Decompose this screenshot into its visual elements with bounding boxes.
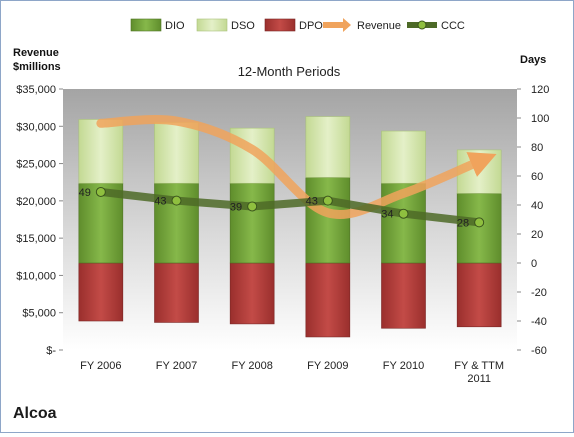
right-axis-tick-label: 0 [531, 258, 537, 270]
ccc-data-label: 49 [79, 187, 91, 199]
left-axis-title-line1: Revenue [13, 47, 59, 59]
legend-label-dso: DSO [231, 20, 255, 32]
category-label: 2011 [467, 373, 491, 385]
bar-dpo [78, 262, 124, 322]
category-label: FY 2008 [231, 360, 272, 372]
bar-dso [78, 119, 124, 184]
right-axis-tick-label: 120 [531, 84, 549, 96]
bar-dio [229, 182, 275, 264]
ccc-data-label: 43 [154, 196, 166, 208]
left-axis-tick-label: $25,000 [16, 159, 56, 171]
ccc-line [96, 187, 484, 227]
left-axis-tick-label: $10,000 [16, 270, 56, 282]
left-axis: $- $5,000 $10,000 $15,000 $20,000 $25,000 $30,… [16, 84, 63, 357]
bar-dpo [305, 262, 351, 338]
revenue-line [96, 115, 497, 219]
left-axis-tick-label: $15,000 [16, 233, 56, 245]
bars [78, 116, 502, 338]
bar-dpo [229, 262, 275, 325]
left-axis-tick-label: $20,000 [16, 196, 56, 208]
left-axis-tick-label: $- [46, 345, 56, 357]
legend: DIO DSO DPO Revenue CCC [130, 18, 465, 32]
right-axis-tick-label: -40 [531, 316, 547, 328]
bar-dso [154, 122, 199, 184]
right-axis-tick-label: 60 [531, 171, 543, 183]
category-label: FY 2007 [156, 360, 197, 372]
legend-label-revenue: Revenue [357, 20, 401, 32]
category-label: FY 2010 [383, 360, 424, 372]
right-axis-tick-label: 40 [531, 200, 543, 212]
ccc-data-label: 39 [230, 201, 242, 213]
ccc-point [95, 186, 106, 197]
chart-title: 12-Month Periods [238, 64, 341, 79]
ccc-data-label: 43 [306, 196, 318, 208]
ccc-point [322, 195, 333, 206]
legend-swatch-dio [130, 18, 162, 32]
revenue-series [96, 115, 497, 219]
legend-label-ccc: CCC [441, 20, 465, 32]
category-label: FY & TTM [454, 360, 504, 372]
bar-dpo [381, 262, 426, 329]
legend-swatch-dpo [264, 18, 296, 32]
ccc-point [474, 217, 485, 228]
legend-swatch-dso [196, 18, 228, 32]
bar-dpo [456, 262, 502, 328]
bar-dpo [154, 262, 199, 323]
bar-dio [456, 193, 502, 264]
left-axis-tick-label: $5,000 [22, 308, 56, 320]
ccc-point [398, 208, 409, 219]
right-axis: -60 -40 -20 0 20 40 60 80 100 120 [517, 84, 549, 357]
left-axis-tick-label: $35,000 [16, 84, 56, 96]
legend-swatch-ccc-point [417, 20, 427, 30]
left-axis-title-line2: $millions [13, 61, 61, 73]
right-axis-tick-label: -60 [531, 345, 547, 357]
bar-dso [381, 130, 426, 184]
right-axis-tick-label: 100 [531, 113, 549, 125]
left-axis-tick-label: $30,000 [16, 121, 56, 133]
company-name: Alcoa [13, 405, 57, 422]
right-axis-tick-label: 20 [531, 229, 543, 241]
bar-dio [305, 177, 351, 264]
ccc-series: 49 43 39 43 34 28 [79, 186, 485, 229]
legend-label-dpo: DPO [299, 20, 323, 32]
ccc-point [247, 201, 258, 212]
ccc-data-label: 34 [381, 209, 393, 221]
right-axis-tick-label: 80 [531, 142, 543, 154]
legend-label-dio: DIO [165, 20, 185, 32]
right-axis-title: Days [520, 54, 546, 66]
legend-swatch-revenue [323, 18, 351, 32]
category-label: FY 2009 [307, 360, 348, 372]
bar-dso [305, 116, 351, 178]
category-label: FY 2006 [80, 360, 121, 372]
category-axis: FY 2006 FY 2007 FY 2008 FY 2009 FY 2010 FY & … [80, 360, 504, 385]
ccc-data-label: 28 [457, 217, 469, 229]
right-axis-tick-label: -20 [531, 287, 547, 299]
ccc-point [171, 195, 182, 206]
